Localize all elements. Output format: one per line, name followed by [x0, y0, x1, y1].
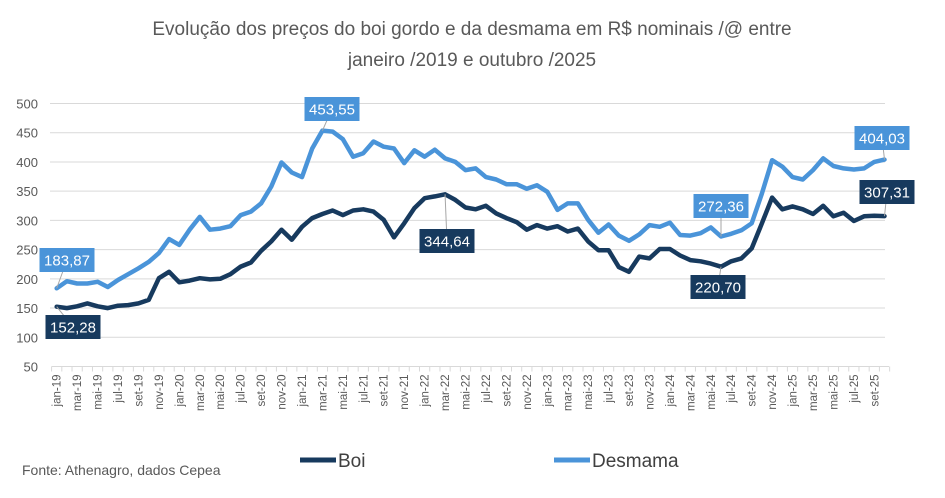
y-tick-label: 50 [24, 360, 38, 375]
y-tick-label: 150 [16, 301, 38, 316]
y-tick-label: 100 [16, 330, 38, 345]
x-tick-label: set-22 [501, 375, 513, 407]
y-axis-labels: 50 100 150 200 250 300 350 400 450 500 [16, 97, 38, 375]
data-label-text: 404,03 [859, 131, 905, 148]
y-tick-label: 200 [16, 272, 38, 287]
x-tick-label: mar-19 [72, 375, 84, 411]
legend: Boi Desmama [300, 451, 679, 472]
x-tick-label: mai-21 [338, 375, 350, 410]
series-lines [57, 131, 885, 309]
x-tick-label: mai-25 [828, 375, 840, 410]
gridlines [50, 104, 885, 338]
x-tick-label: mar-23 [563, 375, 575, 411]
x-tick-label: jan-23 [542, 375, 554, 408]
data-label-text: 220,70 [695, 280, 741, 297]
x-tick-label: jul-21 [358, 375, 370, 404]
legend-label-boi: Boi [338, 451, 365, 472]
x-tick-label: mai-22 [461, 375, 473, 410]
x-tick-label: mar-21 [317, 375, 329, 411]
chart-title-line1: Evolução dos preços do boi gordo e da de… [152, 19, 791, 40]
x-tick-label: jan-25 [788, 375, 800, 408]
x-tick-label: nov-19 [154, 375, 166, 410]
data-label-text: 307,31 [864, 185, 910, 202]
chart-title-line2: janeiro /2019 e outubro /2025 [347, 50, 596, 71]
data-labels: 183,87 152,28 453,55 344,64 272,36 220,70 404,… [40, 97, 915, 339]
x-tick-label: mai-24 [706, 374, 718, 410]
source-note: Fonte: Athenagro, dados Cepea [22, 462, 221, 478]
legend-label-desmama: Desmama [592, 451, 679, 472]
y-tick-label: 500 [16, 97, 38, 112]
data-label-text: 344,64 [424, 234, 470, 251]
x-tick-label: jan-24 [665, 374, 677, 408]
y-tick-label: 450 [16, 126, 38, 141]
x-tick-label: nov-22 [522, 375, 534, 410]
x-tick-label: jul-19 [113, 375, 125, 404]
x-tick-label: jul-24 [726, 374, 738, 404]
x-tick-label: set-19 [133, 375, 145, 407]
x-tick-label: set-24 [747, 374, 759, 407]
x-tick-label: nov-20 [277, 375, 289, 410]
x-tick-label: jan-21 [297, 375, 309, 408]
x-tick-label: jul-23 [604, 375, 616, 404]
x-tick-label: jul-20 [236, 375, 248, 404]
data-label-text: 453,55 [309, 102, 355, 119]
y-tick-label: 250 [16, 243, 38, 258]
x-axis: jan-19 mar-19 mai-19 jul-19 set-19 nov-19 jan-… [52, 367, 890, 411]
x-tick-label: mar-24 [685, 374, 697, 411]
y-tick-label: 300 [16, 213, 38, 228]
x-tick-label: set-21 [379, 375, 391, 407]
x-tick-label: mai-23 [583, 375, 595, 410]
x-tick-label: nov-21 [399, 375, 411, 410]
x-tick-label: jul-25 [849, 375, 861, 404]
x-tick-label: jan-22 [420, 375, 432, 408]
x-tick-label: set-25 [869, 375, 881, 407]
x-tick-label: jan-19 [52, 375, 64, 408]
y-tick-label: 350 [16, 184, 38, 199]
data-label-text: 152,28 [50, 320, 96, 337]
x-tick-label: nov-24 [767, 374, 779, 410]
x-tick-label: mai-19 [93, 375, 105, 410]
x-tick-label: mar-25 [808, 375, 820, 411]
x-tick-label: mar-20 [195, 375, 207, 411]
x-tick-label: jul-22 [481, 375, 493, 404]
x-tick-label: set-20 [256, 375, 268, 407]
x-tick-label: jan-20 [174, 375, 186, 408]
x-tick-label: set-23 [624, 375, 636, 407]
x-tick-label: nov-23 [644, 375, 656, 410]
x-tick-label: mar-22 [440, 375, 452, 411]
data-label-text: 272,36 [698, 199, 744, 216]
data-label-text: 183,87 [44, 253, 90, 270]
x-tick-label: mai-20 [215, 375, 227, 410]
y-tick-label: 400 [16, 155, 38, 170]
